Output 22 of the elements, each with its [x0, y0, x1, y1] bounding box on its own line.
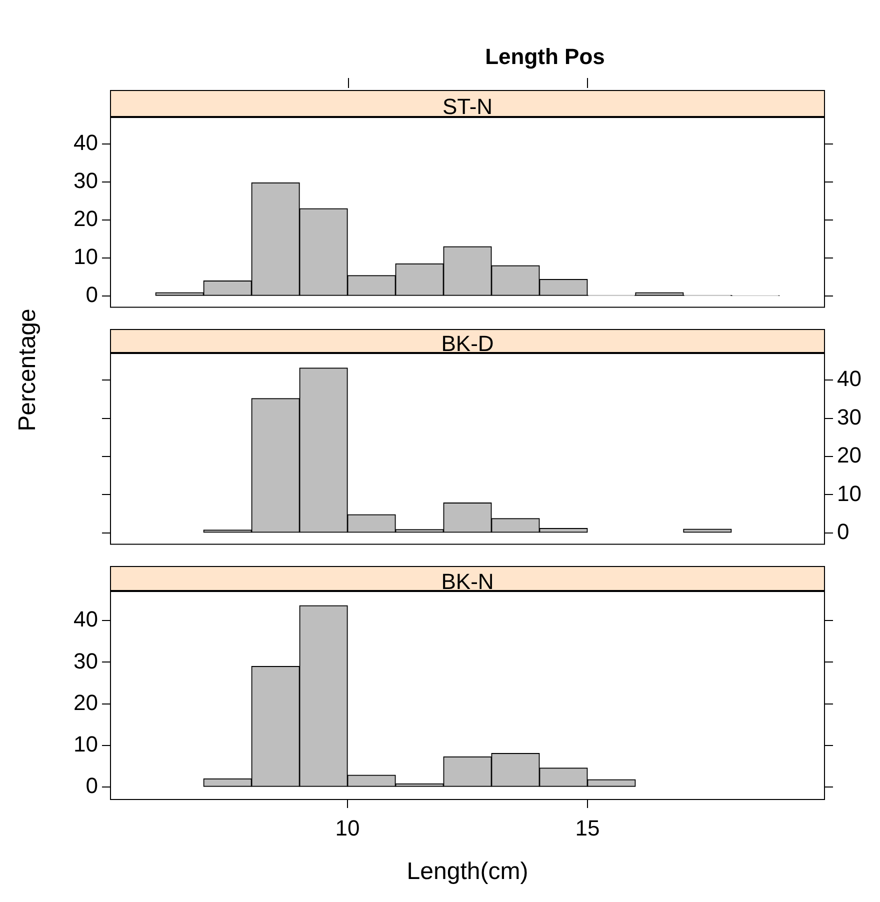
y-tick-label: 20 — [837, 442, 862, 468]
chart-subtitle: ST-N — [110, 90, 825, 119]
y-tick-label: 10 — [837, 480, 862, 506]
x-tick-label: 15 — [575, 815, 600, 840]
chart-subtitle: BK-N — [110, 566, 825, 594]
y-tick-label: 40 — [74, 606, 98, 632]
y-axis-title: Percentage — [14, 308, 42, 434]
y-tick-label: 30 — [74, 168, 98, 194]
y-tick-label: 10 — [74, 244, 98, 270]
y-tick-label: 20 — [74, 206, 98, 232]
y-tick-label: 40 — [837, 366, 862, 392]
y-tick-label: 40 — [74, 130, 98, 156]
y-tick-label: 10 — [74, 732, 98, 757]
y-tick-label: 0 — [837, 519, 850, 544]
y-tick-label: 20 — [74, 690, 98, 715]
x-axis-title: Length(cm) — [406, 858, 530, 886]
y-tick-label: 30 — [74, 648, 98, 674]
y-tick-label: 0 — [86, 773, 98, 798]
chart-title: Length Pos — [484, 44, 606, 70]
y-tick-label: 30 — [837, 404, 862, 430]
chart-subtitle: BK-D — [110, 329, 825, 356]
y-tick-label: 0 — [86, 282, 98, 308]
